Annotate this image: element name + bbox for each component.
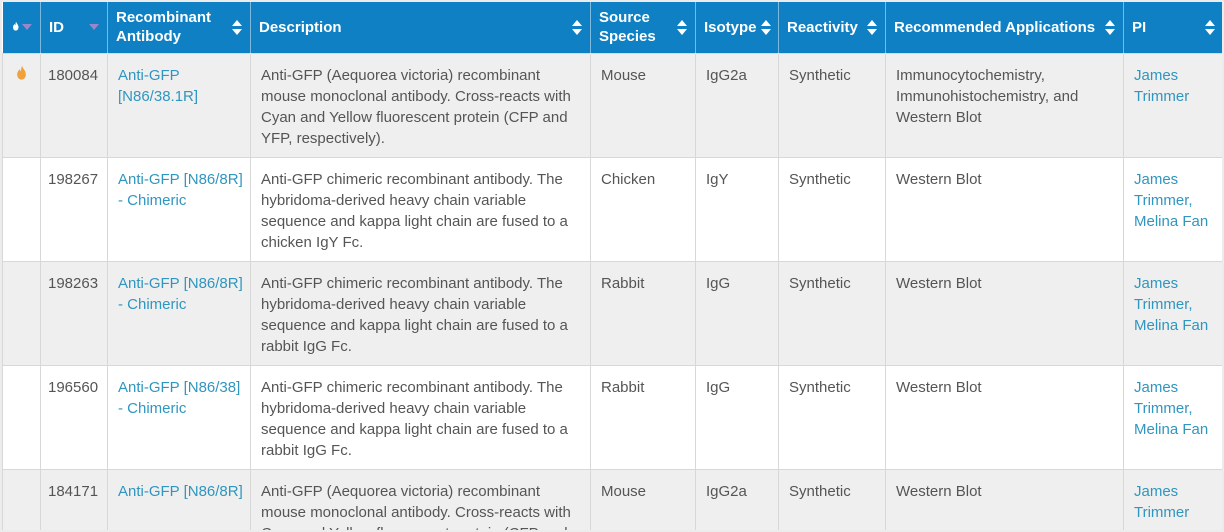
column-header-pi[interactable]: PI [1123,2,1222,53]
description-cell: Anti-GFP chimeric recombinant antibody. … [250,364,591,470]
id-cell: 184171 [40,468,108,530]
description-cell: Anti-GFP chimeric recombinant antibody. … [250,156,591,262]
pi-link[interactable]: James Trimmer [1134,482,1190,521]
sort-icon [760,19,771,35]
source-species-cell: Rabbit [590,260,696,366]
column-header-antibody[interactable]: Recombinant Antibody [107,2,251,53]
applications-cell: Western Blot [885,260,1124,366]
pi-link[interactable]: James Trimmer, [1134,170,1193,209]
sort-icon [677,19,687,35]
antibody-link[interactable]: Anti-GFP [N86/8R] [118,482,243,500]
applications-cell: Western Blot [885,156,1124,262]
antibody-cell: Anti-GFP [N86/8R] - Chimeric [107,156,251,262]
description-cell: Anti-GFP (Aequorea victoria) recombinant… [250,468,591,530]
pi-link[interactable]: Melina Fan [1134,316,1209,334]
pi-cell: James Trimmer, Melina Fan [1123,156,1222,262]
source-species-cell: Mouse [590,52,696,158]
flame-icon [11,18,21,36]
sort-icon [867,19,877,35]
column-label: Source Species [599,9,656,46]
id-cell: 180084 [40,52,108,158]
hot-cell [2,468,41,530]
table-row: 198267 Anti-GFP [N86/8R] - Chimeric Anti… [2,156,1222,262]
id-cell: 198267 [40,156,108,262]
pi-cell: James Trimmer, Melina Fan [1123,364,1222,470]
antibody-cell: Anti-GFP [N86/38] - Chimeric [107,364,251,470]
description-cell: Anti-GFP chimeric recombinant antibody. … [250,260,591,366]
column-label: Recombinant Antibody [116,9,212,46]
antibody-cell: Anti-GFP [N86/8R] [107,468,251,530]
reactivity-cell: Synthetic [778,364,886,470]
pi-link[interactable]: Melina Fan [1134,212,1209,230]
reactivity-cell: Synthetic [778,260,886,366]
description-cell: Anti-GFP (Aequorea victoria) recombinant… [250,52,591,158]
sort-icon [1105,19,1115,35]
antibody-link[interactable]: Anti-GFP [N86/38.1R] [118,66,199,105]
table-row: 184171 Anti-GFP [N86/8R] Anti-GFP (Aequo… [2,468,1222,530]
pi-link[interactable]: Melina Fan [1134,420,1209,438]
isotype-cell: IgG2a [695,52,779,158]
column-label: Recommended Applications [894,18,1096,36]
reactivity-cell: Synthetic [778,52,886,158]
antibody-link[interactable]: Anti-GFP [N86/8R] - Chimeric [118,274,243,313]
column-header-applications[interactable]: Recommended Applications [885,2,1124,53]
table-row: 196560 Anti-GFP [N86/38] - Chimeric Anti… [2,364,1222,470]
isotype-cell: IgG2a [695,468,779,530]
hot-cell [2,260,41,366]
applications-cell: Western Blot [885,364,1124,470]
column-label: Description [259,18,342,36]
sort-icon [232,19,242,35]
antibody-link[interactable]: Anti-GFP [N86/38] - Chimeric [118,378,241,417]
sort-icon [572,19,582,35]
applications-cell: Western Blot [885,468,1124,530]
isotype-cell: IgG [695,364,779,470]
sort-desc-icon [22,24,32,31]
column-label: ID [49,18,64,36]
header-row: ID Recombinant Antibody Description Sour… [2,2,1222,53]
applications-cell: Immunocytochemistry, Immunohistochemistr… [885,52,1124,158]
column-header-reactivity[interactable]: Reactivity [778,2,886,53]
source-species-cell: Rabbit [590,364,696,470]
pi-link[interactable]: James Trimmer, [1134,378,1193,417]
source-species-cell: Chicken [590,156,696,262]
source-species-cell: Mouse [590,468,696,530]
hot-cell [2,156,41,262]
pi-cell: James Trimmer, Melina Fan [1123,260,1222,366]
column-header-isotype[interactable]: Isotype [695,2,779,53]
column-header-description[interactable]: Description [250,2,591,53]
column-header-source-species[interactable]: Source Species [590,2,696,53]
sort-icon [1204,19,1215,35]
pi-link[interactable]: James Trimmer, [1134,274,1193,313]
antibody-link[interactable]: Anti-GFP [N86/8R] - Chimeric [118,170,243,209]
reactivity-cell: Synthetic [778,468,886,530]
sort-desc-icon [89,24,99,31]
reactivity-cell: Synthetic [778,156,886,262]
column-header-id[interactable]: ID [40,2,108,53]
column-label: Reactivity [787,18,858,36]
isotype-cell: IgY [695,156,779,262]
column-label: PI [1132,18,1147,36]
table-row: 198263 Anti-GFP [N86/8R] - Chimeric Anti… [2,260,1222,366]
pi-cell: James Trimmer [1123,52,1222,158]
pi-link[interactable]: James Trimmer [1134,66,1190,105]
pi-cell: James Trimmer [1123,468,1222,530]
isotype-cell: IgG [695,260,779,366]
column-label: Isotype [704,18,757,36]
table-row: 180084 Anti-GFP [N86/38.1R] Anti-GFP (Ae… [2,52,1222,158]
id-cell: 196560 [40,364,108,470]
antibody-cell: Anti-GFP [N86/38.1R] [107,52,251,158]
hot-cell [2,364,41,470]
flame-icon [14,65,29,83]
column-header-hot[interactable] [2,2,41,53]
id-cell: 198263 [40,260,108,366]
hot-cell [2,52,41,158]
antibody-cell: Anti-GFP [N86/8R] - Chimeric [107,260,251,366]
